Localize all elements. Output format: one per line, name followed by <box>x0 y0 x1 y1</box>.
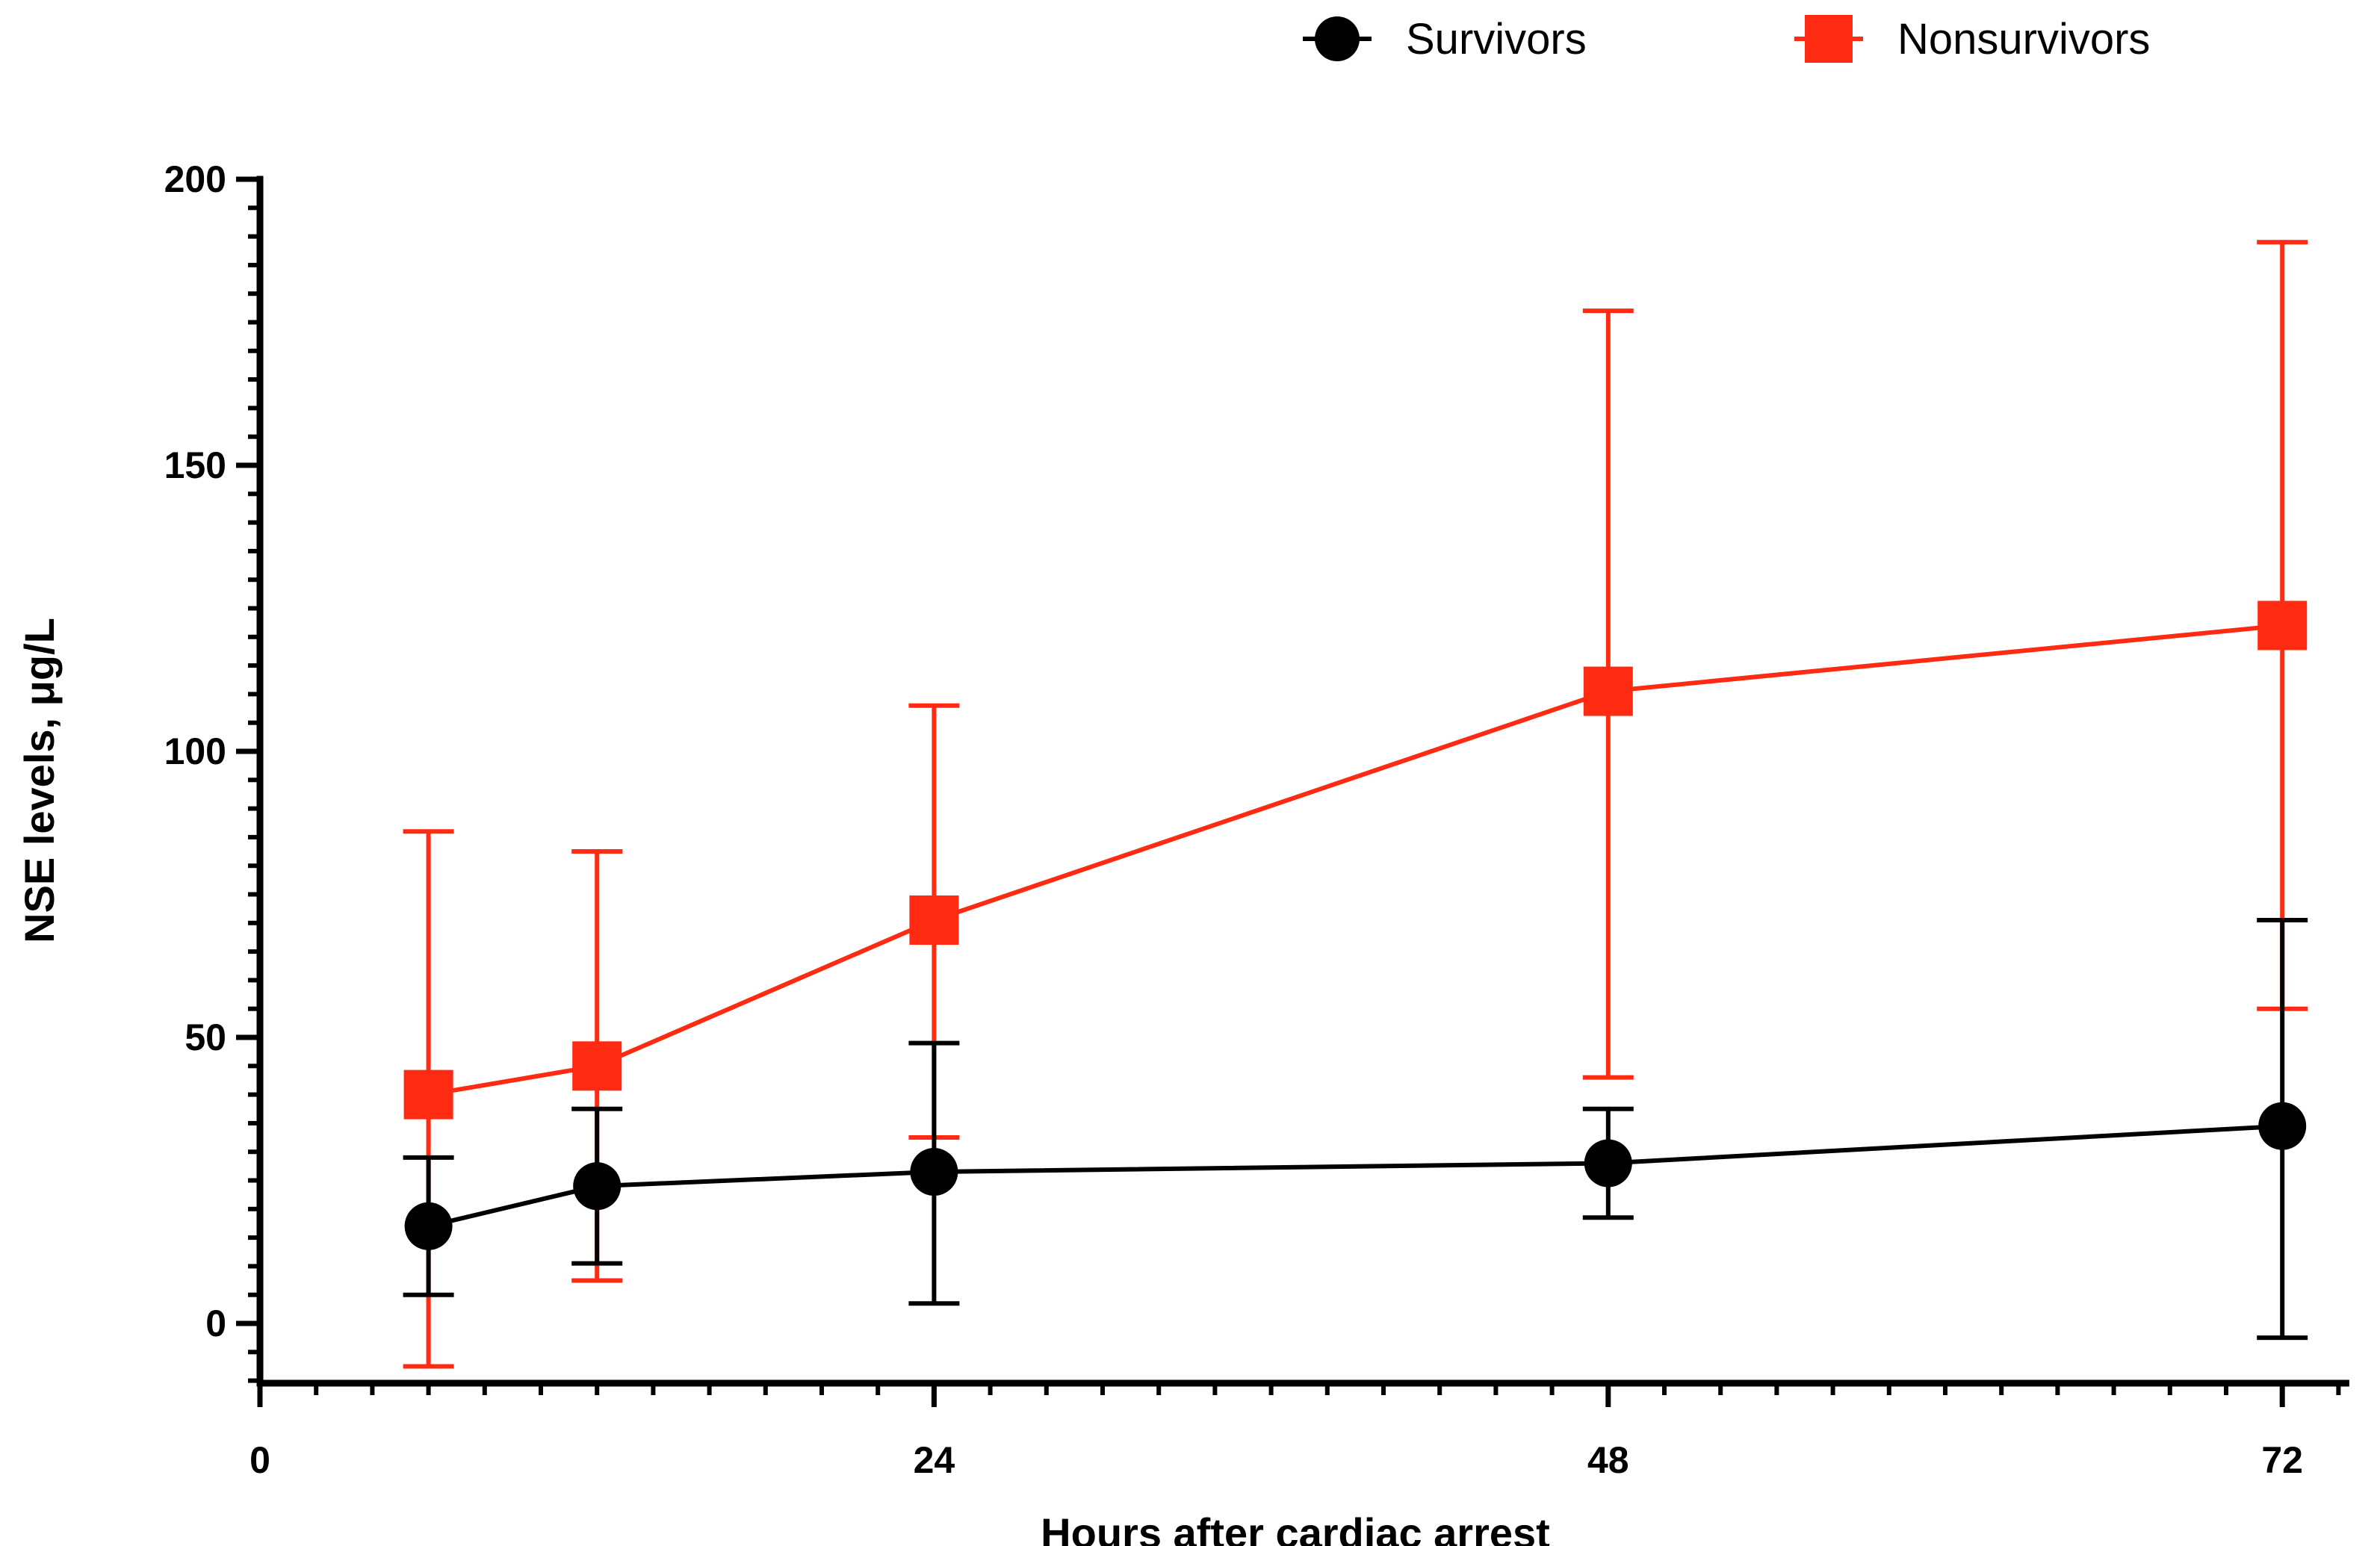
nonsurvivors-point <box>2257 600 2308 651</box>
axes: 0 50 100 150 200 0 24 48 72 <box>164 158 2349 1481</box>
y-axis-title: NSE levels, μg/L <box>16 618 63 943</box>
nonsurvivors-point <box>403 1070 453 1120</box>
legend-square-marker <box>1805 15 1853 63</box>
x-tick-label: 72 <box>2261 1439 2303 1481</box>
legend: Survivors Nonsurvivors <box>1303 15 2150 63</box>
legend-circle-marker <box>1315 16 1360 61</box>
nonsurvivors-point <box>909 895 959 945</box>
y-tick-label: 50 <box>185 1016 226 1058</box>
x-tick-label: 48 <box>1587 1439 1629 1481</box>
plot-area <box>403 240 2308 1369</box>
x-tick-label: 0 <box>250 1439 270 1481</box>
nonsurvivors-line <box>428 623 2283 1097</box>
survivors-point <box>1584 1139 1632 1188</box>
survivors-point <box>2258 1102 2307 1150</box>
series-survivors <box>403 917 2308 1341</box>
survivors-point <box>910 1148 958 1196</box>
survivors-point <box>404 1202 453 1250</box>
legend-item-survivors: Survivors <box>1303 15 1587 63</box>
legend-item-nonsurvivors: Nonsurvivors <box>1794 15 2150 63</box>
y-tick-label: 100 <box>164 730 226 772</box>
nonsurvivors-point <box>1583 666 1633 716</box>
y-tick-label: 0 <box>205 1303 226 1344</box>
y-tick-label: 200 <box>164 158 226 200</box>
series-nonsurvivors <box>403 240 2308 1369</box>
survivors-line <box>427 1123 2283 1229</box>
legend-label-nonsurvivors: Nonsurvivors <box>1897 15 2150 63</box>
x-axis-title: Hours after cardiac arrest <box>1041 1509 1550 1546</box>
nonsurvivors-point <box>572 1041 622 1091</box>
y-tick-label: 150 <box>164 444 226 486</box>
legend-label-survivors: Survivors <box>1406 15 1587 63</box>
survivors-point <box>573 1162 622 1211</box>
x-tick-label: 24 <box>914 1439 955 1481</box>
